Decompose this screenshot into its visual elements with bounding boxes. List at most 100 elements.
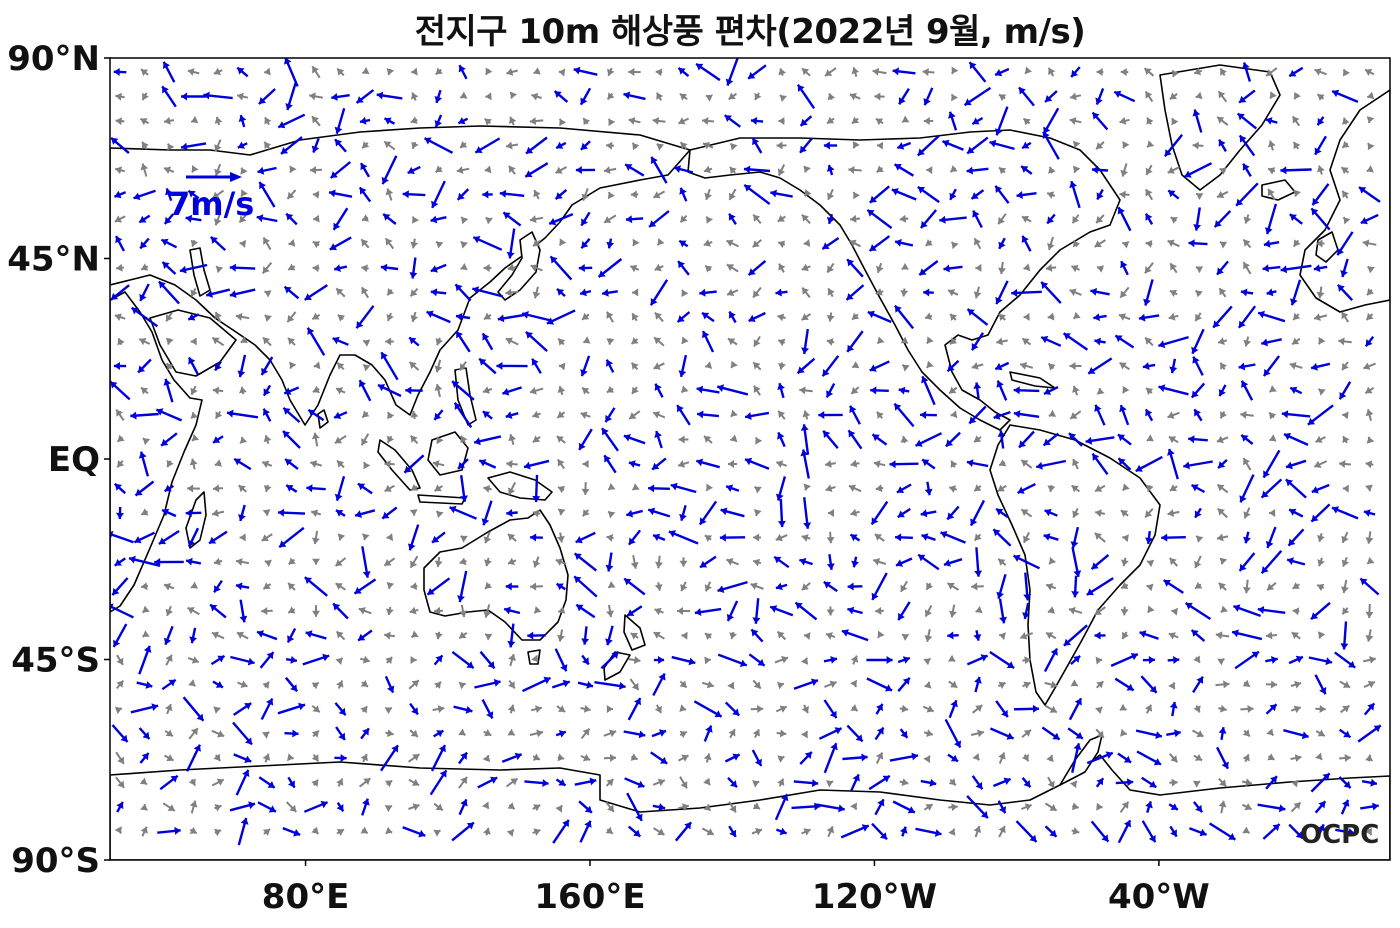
wind-vector-head xyxy=(632,288,639,297)
wind-vector-head xyxy=(630,562,639,569)
wind-vector-head xyxy=(337,68,345,76)
wind-vector-head xyxy=(1272,824,1280,832)
wind-vector-head xyxy=(825,460,832,468)
wind-vector-head xyxy=(1242,679,1250,687)
wind-vector-head xyxy=(611,651,619,659)
wind-vector-head xyxy=(1096,142,1104,150)
wind-vector-head xyxy=(167,804,175,811)
wind-vector-head xyxy=(901,704,909,713)
wind-vector-head xyxy=(311,145,320,153)
wind-vector-head xyxy=(1042,131,1050,139)
wind-vector-head xyxy=(1294,680,1302,689)
wind-vector-head xyxy=(449,505,457,514)
wind-vector-head xyxy=(947,654,956,662)
wind-vector-head xyxy=(116,680,124,688)
wind-vector-head xyxy=(1092,112,1100,120)
wind-vector-head xyxy=(1070,92,1077,101)
wind-vector-head xyxy=(1301,731,1309,740)
wind-vector-head xyxy=(1292,607,1300,616)
wind-vector-head xyxy=(823,141,830,150)
wind-vector-head xyxy=(1232,629,1239,638)
wind-vector-head xyxy=(660,756,668,764)
wind-vector-head xyxy=(1117,207,1125,215)
wind-vector-head xyxy=(1121,559,1129,567)
wind-vector-head xyxy=(949,610,957,618)
wind-vector-head xyxy=(1317,559,1325,567)
wind-vector-head xyxy=(361,438,369,446)
wind-vector-head xyxy=(948,828,956,836)
wind-vector-head xyxy=(706,828,714,836)
wind-vector-head xyxy=(583,753,591,762)
logo-text: OCPC xyxy=(1300,820,1379,850)
wind-vector-head xyxy=(925,312,933,320)
wind-vector-head xyxy=(1167,166,1175,174)
wind-vector-head xyxy=(1199,828,1207,837)
wind-vector-head xyxy=(1365,635,1374,642)
wind-vector-head xyxy=(557,459,565,467)
wind-vector-head xyxy=(850,655,859,663)
wind-vector-head xyxy=(875,484,883,493)
wind-vector-head xyxy=(166,754,174,762)
wind-vector-head xyxy=(1359,187,1367,194)
wind-vector-head xyxy=(167,143,175,151)
wind-vector-head xyxy=(358,607,366,615)
wind-vector-head xyxy=(458,65,466,73)
wind-vector-head xyxy=(606,241,615,249)
wind-vector-head xyxy=(334,126,343,134)
wind-vector-head xyxy=(1118,458,1126,466)
wind-vector-head xyxy=(966,166,973,175)
wind-vector-head xyxy=(951,94,959,102)
wind-vector-head xyxy=(670,482,678,491)
wind-vector-head xyxy=(1167,239,1175,247)
wind-vector-head xyxy=(283,431,290,439)
wind-vector-head xyxy=(947,364,955,372)
wind-vector-head xyxy=(1365,537,1374,544)
wind-vector-head xyxy=(1317,824,1325,832)
wind-vector-head xyxy=(678,117,686,125)
wind-vector-head xyxy=(1032,704,1039,713)
wind-vector-head xyxy=(536,729,543,738)
wind-vector-head xyxy=(454,402,462,410)
wind-vector-head xyxy=(533,828,541,836)
wind-vector-head xyxy=(1168,682,1176,690)
wind-vector-head xyxy=(607,92,615,100)
wind-vector-head xyxy=(212,191,220,199)
wind-vector-head xyxy=(975,705,983,712)
wind-vector-head xyxy=(777,778,785,786)
wind-vector-head xyxy=(359,116,367,125)
wind-vector-head xyxy=(803,483,812,491)
wind-vector-head xyxy=(385,238,393,246)
wind-vector-head xyxy=(337,460,345,468)
wind-vector-head xyxy=(850,459,858,468)
wind-vector-head xyxy=(945,439,953,447)
wind-vector-head xyxy=(262,753,271,761)
wind-vector-head xyxy=(336,631,344,639)
wind-vector-head xyxy=(948,778,956,786)
wind-vector-head xyxy=(1148,835,1156,843)
wind-vector-head xyxy=(703,142,711,150)
reference-vector-label: 7m/s xyxy=(168,185,254,223)
wind-vector-head xyxy=(826,826,835,834)
wind-vector-head xyxy=(534,606,542,614)
wind-vector-head xyxy=(1120,510,1129,518)
wind-vector-head xyxy=(1269,704,1277,712)
wind-vector-head xyxy=(179,265,187,274)
wind-vector-head xyxy=(1295,831,1303,839)
wind-vector-head xyxy=(726,484,734,492)
x-tick-label: 120°W xyxy=(812,877,937,917)
wind-vector-head xyxy=(852,141,860,149)
wind-vector-head xyxy=(360,680,368,687)
wind-vector-head xyxy=(284,58,292,65)
wind-vector-head xyxy=(705,725,713,733)
wind-vector-head xyxy=(584,805,592,813)
wind-vector-head xyxy=(1135,464,1143,472)
wind-vector-head xyxy=(802,287,809,295)
wind-vector-head xyxy=(1343,730,1351,738)
wind-vector-head xyxy=(1147,559,1155,568)
wind-vector-head xyxy=(362,798,370,806)
wind-vector-head xyxy=(777,168,785,176)
wind-vector-head xyxy=(458,461,466,469)
wind-vector-head xyxy=(605,414,613,423)
wind-vector-head xyxy=(485,67,493,75)
